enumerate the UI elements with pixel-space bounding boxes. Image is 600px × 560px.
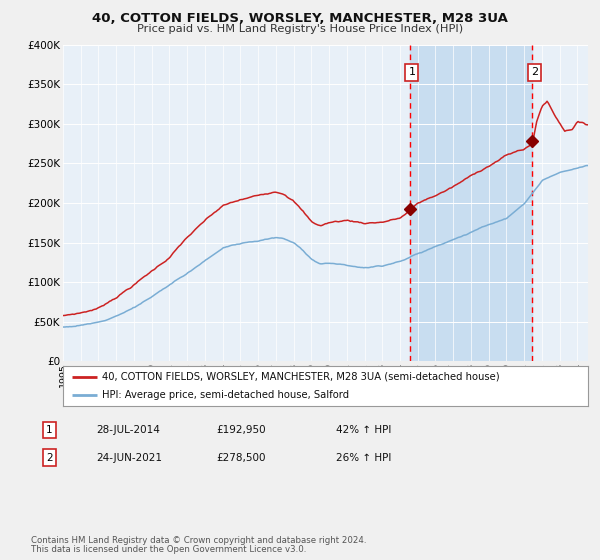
Text: 1: 1 — [409, 68, 415, 77]
Text: £278,500: £278,500 — [216, 452, 265, 463]
Text: £192,950: £192,950 — [216, 425, 266, 435]
Text: This data is licensed under the Open Government Licence v3.0.: This data is licensed under the Open Gov… — [31, 545, 307, 554]
Text: Contains HM Land Registry data © Crown copyright and database right 2024.: Contains HM Land Registry data © Crown c… — [31, 536, 367, 545]
Bar — [410, 45, 532, 361]
Text: 40, COTTON FIELDS, WORSLEY, MANCHESTER, M28 3UA (semi-detached house): 40, COTTON FIELDS, WORSLEY, MANCHESTER, … — [103, 372, 500, 381]
Text: 2: 2 — [531, 68, 538, 77]
Text: 28-JUL-2014: 28-JUL-2014 — [96, 425, 160, 435]
Text: 42% ↑ HPI: 42% ↑ HPI — [336, 425, 391, 435]
Text: 26% ↑ HPI: 26% ↑ HPI — [336, 452, 391, 463]
Text: 24-JUN-2021: 24-JUN-2021 — [96, 452, 162, 463]
Text: 2: 2 — [46, 452, 53, 463]
Text: HPI: Average price, semi-detached house, Salford: HPI: Average price, semi-detached house,… — [103, 390, 349, 400]
Text: 40, COTTON FIELDS, WORSLEY, MANCHESTER, M28 3UA: 40, COTTON FIELDS, WORSLEY, MANCHESTER, … — [92, 12, 508, 25]
Text: Price paid vs. HM Land Registry's House Price Index (HPI): Price paid vs. HM Land Registry's House … — [137, 24, 463, 34]
Text: 1: 1 — [46, 425, 53, 435]
